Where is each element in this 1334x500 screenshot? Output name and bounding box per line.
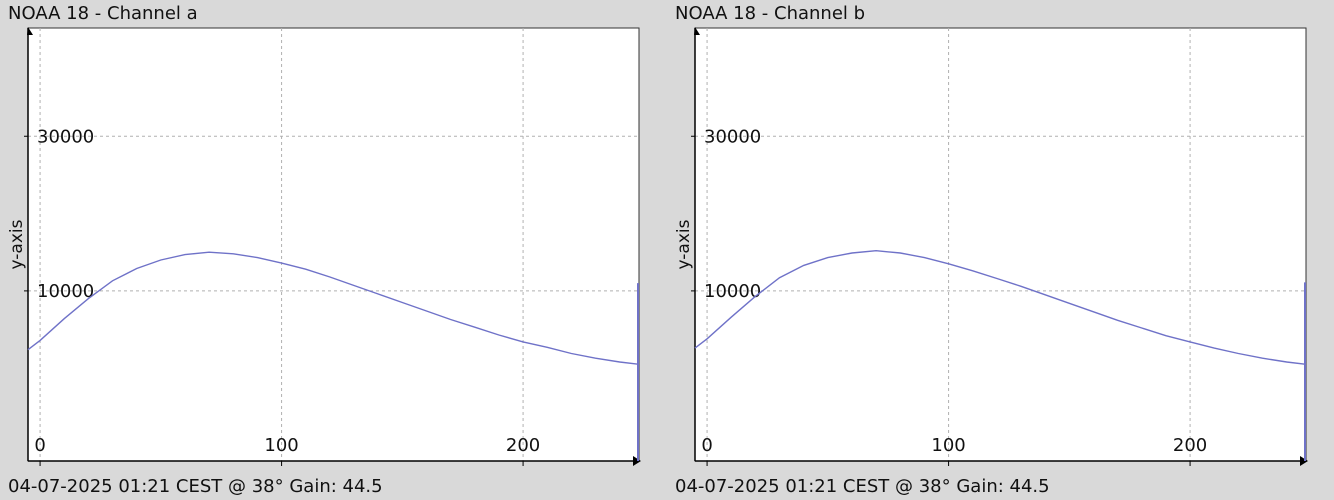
chart-footer-status: 04-07-2025 01:21 CEST @ 38° Gain: 44.5 <box>675 476 1050 497</box>
y-axis-arrow <box>27 27 33 35</box>
x-tick-label: 100 <box>931 435 965 456</box>
chart-title: NOAA 18 - Channel b <box>675 3 866 24</box>
x-tick-label: 200 <box>506 435 540 456</box>
channel-a-chart: 0 100 200 10000 30000 y-axis <box>7 27 641 466</box>
y-tick-label: 30000 <box>37 126 94 147</box>
plot-area <box>27 27 640 462</box>
y-axis-label: y-axis <box>7 219 27 269</box>
y-tick-label: 30000 <box>704 126 761 147</box>
y-axis-arrow <box>694 27 700 35</box>
series-line <box>27 251 640 365</box>
channel-b-panel: NOAA 18 - Channel b 0 100 200 10000 30000 y-a… <box>667 0 1327 500</box>
channel-b-chart: 0 100 200 10000 30000 y-axis <box>674 27 1308 466</box>
x-tick-label: 200 <box>1173 435 1207 456</box>
y-tick-label: 10000 <box>704 281 761 302</box>
channel-a-panel: NOAA 18 - Channel a 0 100 200 10000 30000 y-a… <box>0 0 660 500</box>
x-tick-label: 0 <box>701 435 712 456</box>
chart-title: NOAA 18 - Channel a <box>8 3 198 24</box>
y-axis-label: y-axis <box>674 219 694 269</box>
series-line <box>694 249 1307 365</box>
x-tick-label: 0 <box>34 435 45 456</box>
x-tick-label: 100 <box>264 435 298 456</box>
y-tick-label: 10000 <box>37 281 94 302</box>
chart-footer-status: 04-07-2025 01:21 CEST @ 38° Gain: 44.5 <box>8 476 383 497</box>
plot-area <box>694 27 1307 462</box>
